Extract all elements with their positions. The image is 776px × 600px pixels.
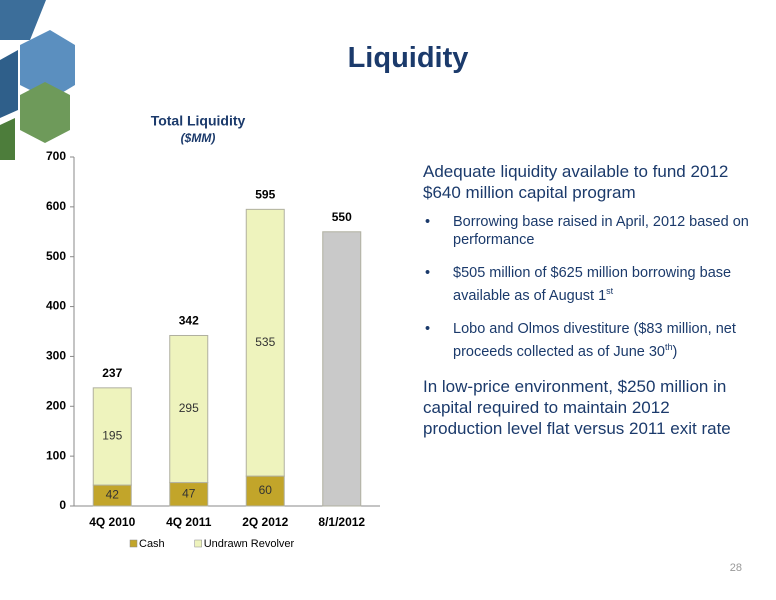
y-tick-label: 300 [46,349,66,363]
superscript: st [606,286,614,296]
y-tick-label: 600 [46,199,66,213]
heading: Adequate liquidity available to fund 201… [423,162,729,202]
x-tick-label: 2Q 2012 [242,515,288,529]
total-label: 595 [255,188,275,202]
y-tick-label: 0 [59,498,66,512]
bar-segment [245,475,285,507]
x-tick-label: 4Q 2010 [89,515,135,529]
y-tick-label: 200 [46,398,66,412]
bullet-text: $505 million of $625 million borrowing b… [453,265,732,304]
legend-label: Undrawn Revolver [204,538,295,550]
chart-subtitle: ($MM) [181,131,216,145]
legend-swatch [194,539,202,548]
chart-title: Total Liquidity [151,113,246,129]
value-label: 60 [259,483,273,497]
decor-hexagons [0,0,75,160]
value-label: 195 [102,429,122,443]
bar-segment [169,334,209,484]
value-label: 47 [182,486,196,500]
page-number: 28 [729,562,742,574]
y-tick-label: 700 [46,149,66,163]
superscript: th [665,341,673,352]
value-label: 42 [106,488,120,502]
bullet: Borrowing base raised in April, 2012 bas… [423,213,753,249]
y-tick-label: 400 [46,299,66,313]
heading: In low-price environment, $250 million i… [423,376,731,438]
slide-title: Liquidity [347,42,469,74]
y-tick-label: 500 [46,249,66,263]
total-label: 237 [102,366,122,380]
bullet-list: Borrowing base raised in April, 2012 bas… [423,213,753,361]
x-tick-label: 8/1/2012 [318,515,365,529]
total-label: 342 [179,314,199,328]
bar-segment [322,231,362,507]
value-label: 550 [332,210,352,224]
bar-segment [245,208,285,477]
y-tick-label: 100 [46,448,66,462]
chart: Total Liquidity ($MM) 0 100 200 300 400 500 60… [46,113,380,550]
bullet-text: ) [672,343,678,360]
text-block: Adequate liquidity available to fund 201… [423,161,753,439]
bar-segment [92,387,132,486]
bullet-text: Borrowing base raised in April, 2012 bas… [453,214,749,248]
value-label: 295 [179,401,199,415]
legend-label: Cash [139,538,165,550]
value-label: 535 [255,335,275,349]
bullet: $505 million of $625 million borrowing b… [423,264,753,305]
bullet: Lobo and Olmos divestiture ($83 million,… [423,320,753,361]
bullet-text: Lobo and Olmos divestiture ($83 million,… [453,320,736,360]
legend-swatch [129,539,138,548]
x-tick-label: 4Q 2011 [166,515,212,529]
